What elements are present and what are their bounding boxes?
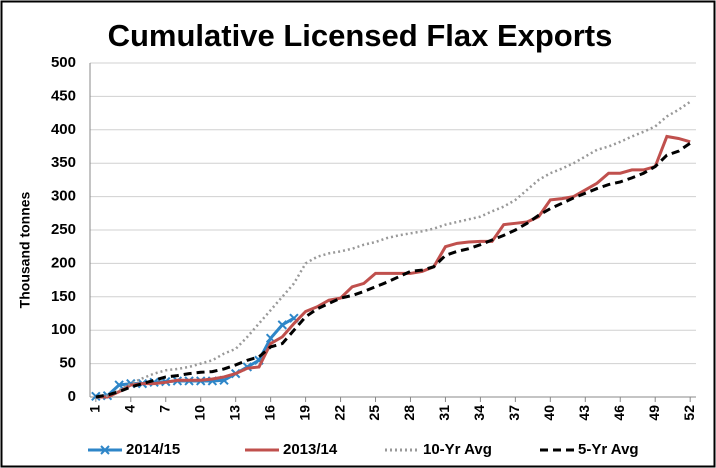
y-tick-label: 350 xyxy=(51,154,76,171)
x-tick-label: 37 xyxy=(506,405,522,421)
series-line xyxy=(95,141,692,399)
x-tick-label: 10 xyxy=(191,405,207,421)
x-tick-label: 52 xyxy=(681,405,697,421)
y-tick-label: 200 xyxy=(51,254,76,271)
y-tick-label: 100 xyxy=(51,321,76,338)
y-axis-label: Thousand tonnes xyxy=(17,191,33,308)
series-line xyxy=(95,134,691,399)
x-tick-label: 28 xyxy=(401,405,417,421)
y-tick-label: 300 xyxy=(51,188,76,205)
y-tick-label: 0 xyxy=(68,388,76,405)
x-tick-label: 4 xyxy=(121,405,137,413)
x-tick-label: 1 xyxy=(87,405,103,413)
series-line xyxy=(95,100,691,399)
x-tick-label: 40 xyxy=(541,405,557,421)
legend-label: 5-Yr Avg xyxy=(578,441,639,458)
y-tick-label: 400 xyxy=(51,121,76,138)
x-tick-label: 19 xyxy=(296,405,312,421)
x-tick-label: 34 xyxy=(471,405,487,421)
x-tick-label: 7 xyxy=(156,405,172,413)
y-tick-label: 500 xyxy=(51,54,76,71)
y-tick-label: 150 xyxy=(51,288,76,305)
y-tick-label: 450 xyxy=(51,87,76,104)
legend-marker xyxy=(100,445,110,455)
x-tick-label: 22 xyxy=(331,405,347,421)
legend-label: 2014/15 xyxy=(126,441,180,458)
x-tick-label: 31 xyxy=(436,405,452,421)
y-tick-label: 50 xyxy=(59,355,76,372)
point-marker xyxy=(277,320,287,330)
x-tick-label: 43 xyxy=(576,405,592,421)
x-tick-label: 13 xyxy=(226,405,242,421)
x-tick-label: 16 xyxy=(261,405,277,421)
y-tick-label: 250 xyxy=(51,221,76,238)
chart-title: Cumulative Licensed Flax Exports xyxy=(108,18,613,53)
x-tick-label: 25 xyxy=(366,405,382,421)
point-marker xyxy=(114,380,124,390)
x-tick-label: 49 xyxy=(646,405,662,421)
legend-label: 10-Yr Avg xyxy=(423,441,492,458)
x-tick-label: 46 xyxy=(611,405,627,421)
legend-label: 2013/14 xyxy=(283,441,338,458)
